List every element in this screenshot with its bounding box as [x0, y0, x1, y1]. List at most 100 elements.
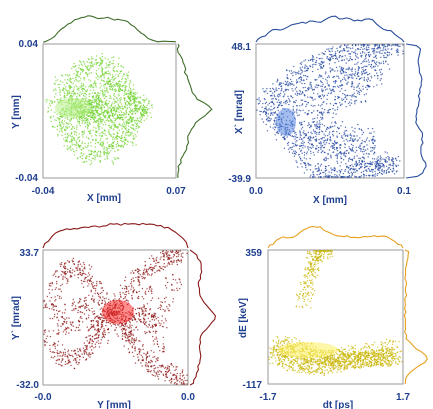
- data-point: [68, 79, 70, 81]
- data-point: [340, 67, 342, 70]
- data-point: [76, 354, 78, 356]
- data-point: [91, 101, 93, 104]
- data-point: [94, 343, 97, 345]
- data-point: [124, 78, 127, 80]
- data-point: [97, 120, 100, 123]
- data-point: [167, 255, 169, 257]
- data-point: [361, 50, 364, 53]
- data-point: [171, 381, 173, 383]
- data-point: [43, 330, 46, 332]
- data-point: [59, 88, 61, 91]
- data-point: [57, 340, 60, 343]
- data-point: [97, 105, 99, 108]
- data-point: [125, 80, 128, 83]
- data-point: [349, 104, 351, 107]
- data-point: [70, 275, 73, 277]
- data-point: [117, 132, 119, 134]
- data-point: [96, 75, 99, 77]
- data-point: [62, 278, 64, 281]
- data-point: [102, 114, 105, 116]
- data-point: [70, 124, 73, 126]
- data-point: [73, 350, 75, 352]
- data-point: [367, 156, 369, 158]
- data-point: [312, 99, 314, 101]
- data-point: [122, 130, 125, 133]
- data-point: [122, 85, 124, 87]
- data-point: [301, 121, 303, 124]
- data-point: [128, 333, 130, 336]
- data-point: [319, 95, 322, 98]
- data-point: [109, 72, 111, 75]
- data-point: [335, 102, 337, 105]
- data-point: [68, 84, 71, 87]
- data-point: [131, 133, 133, 135]
- data-point: [364, 58, 366, 60]
- data-point: [120, 136, 123, 138]
- data-point: [352, 168, 354, 171]
- data-point: [109, 134, 112, 136]
- data-point: [328, 149, 331, 151]
- data-point: [165, 376, 167, 378]
- data-point: [308, 110, 310, 112]
- data-point: [142, 359, 144, 362]
- data-point: [103, 152, 105, 154]
- data-point: [163, 259, 165, 261]
- data-point: [93, 89, 95, 91]
- data-point: [49, 105, 51, 107]
- data-point: [122, 66, 124, 69]
- data-point: [318, 176, 320, 178]
- data-point: [356, 63, 358, 65]
- data-point: [321, 88, 323, 90]
- data-point: [131, 131, 133, 134]
- data-point: [88, 274, 91, 276]
- data-point: [269, 117, 271, 120]
- data-point: [123, 97, 126, 99]
- data-point: [374, 45, 376, 48]
- data-point: [180, 383, 183, 385]
- data-point: [90, 266, 93, 268]
- data-point: [75, 77, 77, 79]
- data-point: [180, 379, 182, 381]
- data-point: [88, 149, 90, 152]
- data-point: [312, 89, 314, 91]
- data-point: [117, 117, 119, 119]
- data-point: [374, 147, 376, 149]
- data-point: [134, 129, 136, 131]
- data-point: [52, 89, 55, 92]
- data-point: [103, 97, 106, 100]
- data-point: [69, 120, 71, 123]
- data-point: [350, 99, 352, 101]
- data-point: [143, 100, 146, 102]
- data-point: [65, 125, 67, 128]
- data-point: [79, 263, 82, 265]
- data-point: [304, 66, 306, 68]
- data-point: [90, 280, 92, 283]
- data-point: [316, 133, 318, 135]
- data-point: [120, 328, 123, 331]
- data-point: [138, 281, 141, 284]
- data-point: [303, 151, 306, 154]
- data-point: [163, 256, 165, 258]
- data-point: [343, 152, 346, 155]
- data-point: [127, 134, 129, 136]
- data-point: [269, 109, 271, 111]
- data-point: [136, 118, 138, 120]
- data-point: [113, 106, 116, 109]
- data-point: [148, 355, 151, 357]
- data-point: [51, 317, 54, 320]
- data-point: [52, 115, 55, 118]
- data-point: [354, 171, 357, 173]
- data-point: [88, 86, 90, 88]
- x-tick-right: 0.1: [397, 186, 411, 197]
- data-point: [357, 92, 359, 94]
- data-point: [113, 98, 115, 101]
- data-point: [106, 118, 109, 120]
- data-point: [355, 168, 357, 170]
- data-point: [100, 76, 103, 78]
- data-point: [66, 282, 68, 284]
- data-point: [338, 56, 340, 59]
- data-point: [114, 100, 116, 103]
- data-point: [371, 174, 373, 177]
- data-point: [128, 94, 130, 96]
- data-point: [276, 95, 279, 97]
